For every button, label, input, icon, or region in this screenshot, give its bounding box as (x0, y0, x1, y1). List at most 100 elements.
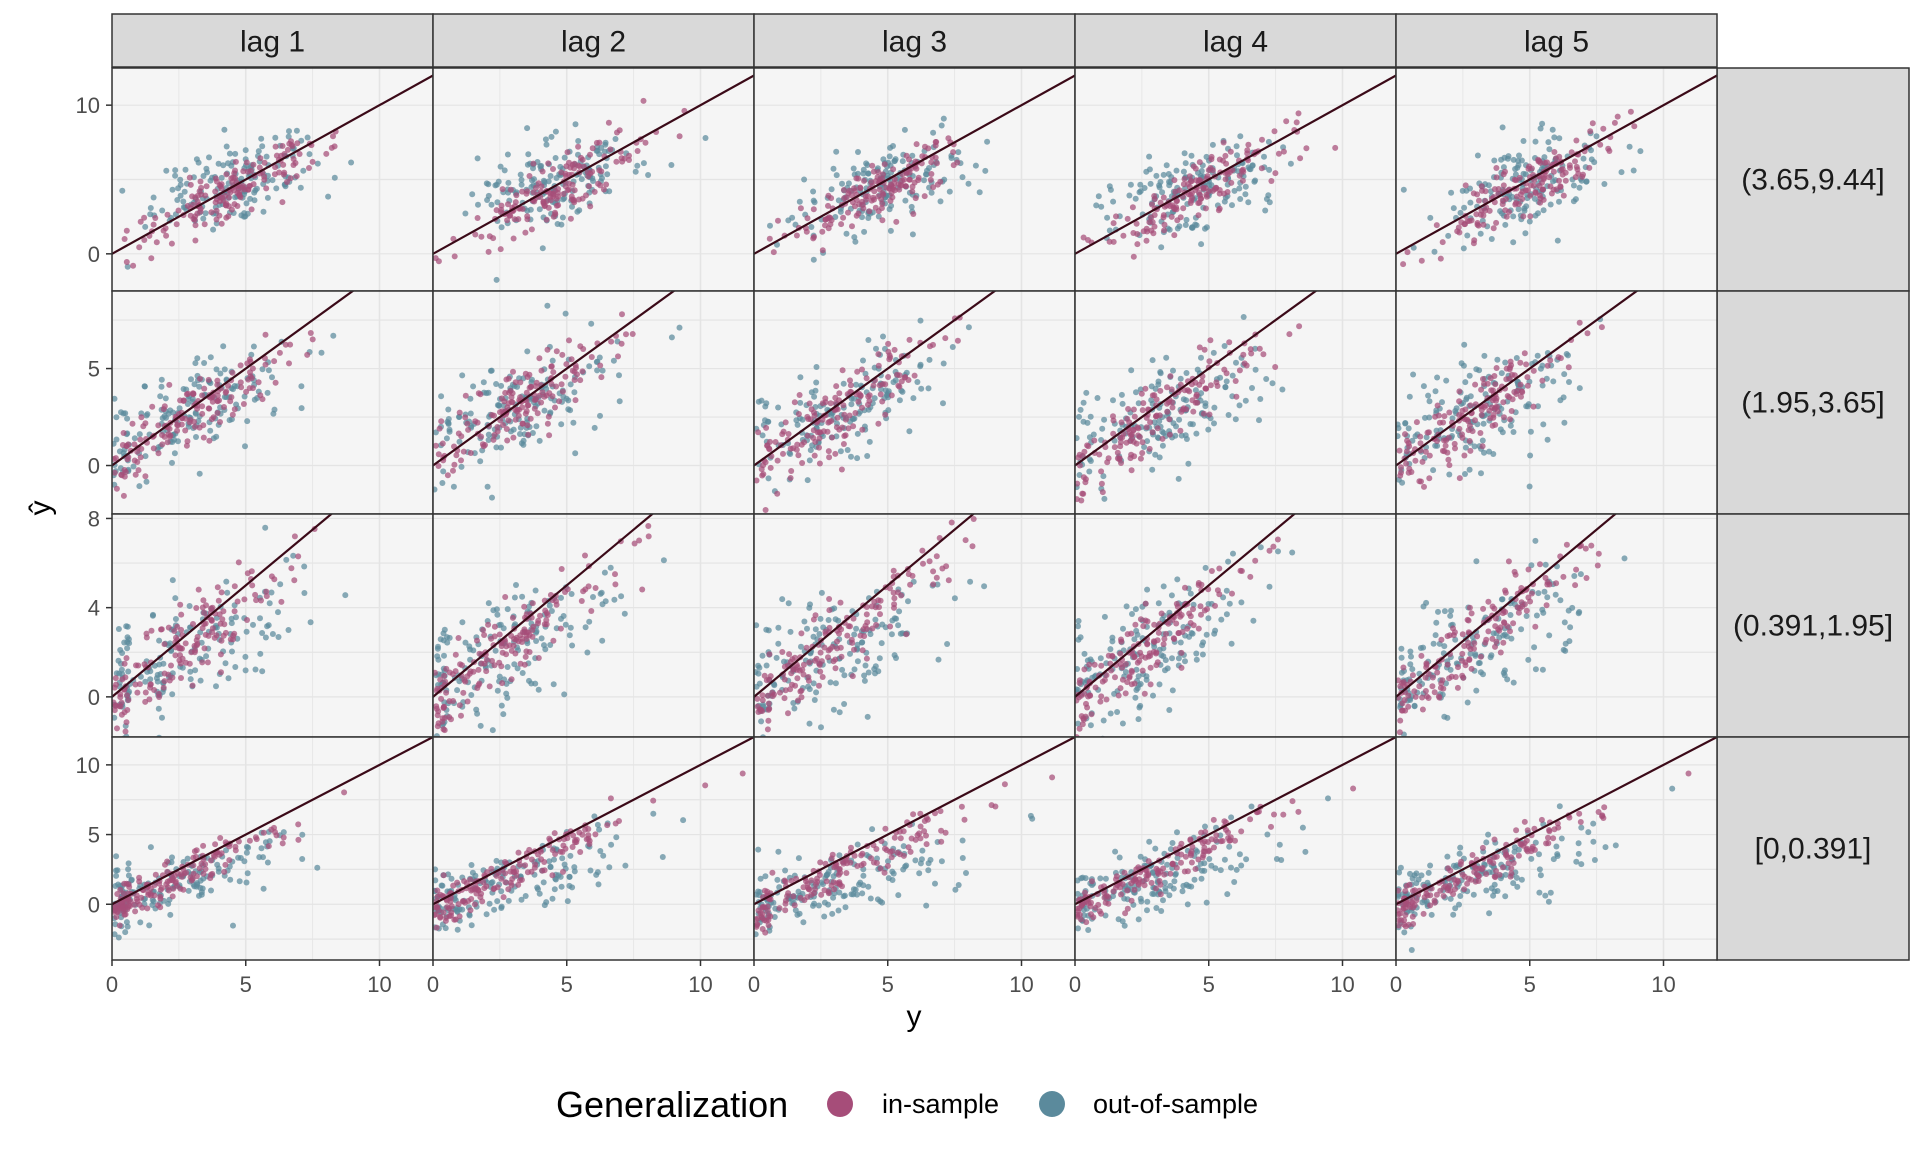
in-sample-point (459, 662, 465, 669)
in-sample-point (1436, 694, 1443, 701)
in-sample-point (1247, 573, 1254, 580)
out-of-sample-point (1501, 672, 1508, 679)
in-sample-point (1193, 391, 1200, 398)
in-sample-point (920, 560, 926, 567)
out-of-sample-point (1601, 181, 1608, 187)
in-sample-point (1118, 638, 1125, 645)
in-sample-point (1574, 166, 1581, 173)
in-sample-point (875, 169, 882, 176)
out-of-sample-point (1218, 616, 1225, 623)
out-of-sample-point (223, 578, 230, 585)
out-of-sample-point (1541, 588, 1548, 595)
out-of-sample-point (435, 643, 441, 650)
in-sample-point (485, 621, 492, 628)
in-sample-point (1451, 629, 1458, 636)
in-sample-point (232, 158, 239, 165)
in-sample-point (1477, 653, 1484, 660)
in-sample-point (1186, 610, 1193, 617)
in-sample-point (894, 589, 901, 596)
out-of-sample-point (801, 176, 808, 183)
in-sample-point (1456, 398, 1463, 405)
out-of-sample-point (273, 185, 280, 192)
out-of-sample-point (229, 648, 235, 655)
in-sample-point (1184, 625, 1191, 632)
in-sample-point (847, 377, 853, 384)
in-sample-point (225, 213, 232, 220)
in-sample-point (191, 418, 197, 425)
out-of-sample-point (1211, 420, 1217, 427)
out-of-sample-point (1626, 143, 1633, 150)
in-sample-point (1611, 119, 1618, 126)
column-strip-label-5: lag 5 (1524, 26, 1589, 59)
in-sample-point (578, 154, 584, 161)
out-of-sample-point (560, 393, 567, 400)
in-sample-point (498, 206, 505, 213)
out-of-sample-point (543, 141, 550, 148)
in-sample-point (1501, 414, 1507, 421)
out-of-sample-point (1534, 352, 1541, 359)
in-sample-point (1495, 626, 1502, 633)
out-of-sample-point (1155, 600, 1162, 607)
in-sample-point (1502, 589, 1509, 596)
in-sample-point (1518, 393, 1524, 400)
in-sample-point (200, 422, 207, 429)
out-of-sample-point (1189, 630, 1196, 637)
in-sample-point (1266, 547, 1273, 554)
out-of-sample-point (1407, 661, 1414, 668)
in-sample-point (1455, 664, 1461, 671)
out-of-sample-point (807, 447, 814, 454)
out-of-sample-point (611, 596, 618, 603)
out-of-sample-point (299, 856, 306, 862)
out-of-sample-point (500, 625, 507, 632)
out-of-sample-point (1501, 631, 1508, 638)
in-sample-point (1437, 255, 1444, 262)
out-of-sample-point (485, 192, 492, 199)
out-of-sample-point (1431, 248, 1438, 255)
in-sample-point (1118, 419, 1125, 426)
out-of-sample-point (518, 181, 525, 188)
in-sample-point (458, 457, 464, 464)
out-of-sample-point (524, 125, 531, 132)
in-sample-point (1543, 602, 1550, 609)
out-of-sample-point (597, 590, 604, 597)
out-of-sample-point (934, 581, 941, 588)
out-of-sample-point (864, 453, 871, 459)
in-sample-point (1097, 698, 1104, 705)
out-of-sample-point (188, 376, 194, 383)
in-sample-point (439, 718, 446, 725)
in-sample-point (1098, 662, 1105, 669)
in-sample-point (250, 161, 257, 168)
out-of-sample-point (901, 126, 908, 133)
in-sample-point (1076, 451, 1083, 458)
in-sample-point (1431, 689, 1438, 696)
in-sample-point (523, 389, 530, 396)
out-of-sample-point (1100, 473, 1107, 480)
out-of-sample-point (192, 667, 199, 674)
out-of-sample-point (601, 148, 608, 155)
out-of-sample-point (1156, 184, 1163, 191)
in-sample-point (1128, 467, 1135, 474)
in-sample-point (822, 216, 829, 223)
in-sample-point (1441, 413, 1448, 420)
out-of-sample-point (1182, 222, 1189, 228)
in-sample-point (460, 448, 467, 455)
out-of-sample-point (861, 228, 868, 235)
in-sample-point (185, 390, 191, 397)
in-sample-point (954, 337, 961, 344)
out-of-sample-point (567, 624, 574, 631)
in-sample-point (1456, 475, 1463, 482)
out-of-sample-point (1202, 564, 1209, 571)
out-of-sample-point (484, 483, 491, 490)
in-sample-point (291, 577, 298, 584)
in-sample-point (553, 202, 560, 209)
in-sample-point (766, 445, 772, 452)
out-of-sample-point (1494, 356, 1501, 363)
out-of-sample-point (755, 670, 762, 677)
in-sample-point (182, 427, 189, 434)
in-sample-point (132, 681, 139, 688)
in-sample-point (550, 637, 557, 644)
out-of-sample-point (203, 653, 210, 660)
out-of-sample-point (1240, 314, 1247, 320)
in-sample-point (832, 450, 839, 457)
out-of-sample-point (951, 595, 958, 602)
